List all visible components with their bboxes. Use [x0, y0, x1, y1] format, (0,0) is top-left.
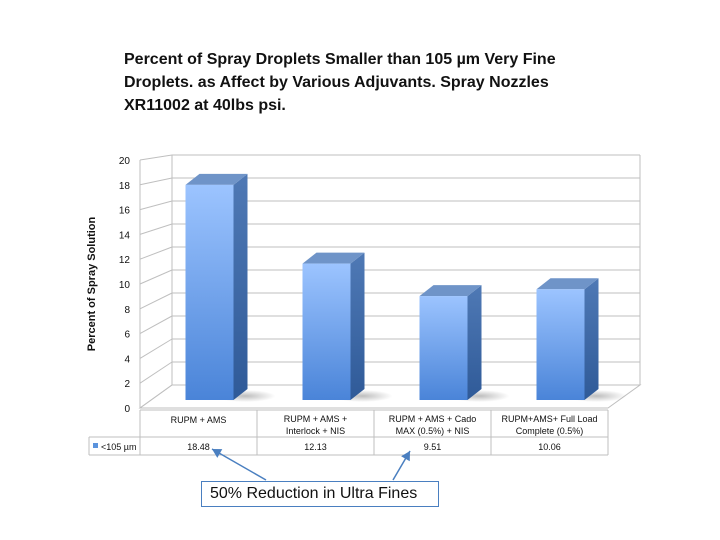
- gridline-side: [139, 269, 173, 285]
- y-tick-label: 0: [124, 404, 130, 415]
- bar: [536, 289, 585, 400]
- callout-box: 50% Reduction in Ultra Fines: [201, 481, 439, 507]
- bar-top: [419, 285, 482, 297]
- gridline-side: [139, 292, 173, 310]
- bar-top: [302, 252, 365, 264]
- bar: [185, 184, 234, 400]
- x-category-label: Complete (0.5%): [516, 426, 584, 436]
- bar-top: [185, 173, 248, 185]
- bar: [419, 296, 468, 400]
- data-table-value: 12.13: [304, 442, 327, 452]
- gridline-side: [139, 246, 173, 260]
- gridline-side: [139, 154, 173, 161]
- bar-side: [350, 252, 365, 400]
- x-category-label: RUPM+AMS+ Full Load: [501, 414, 597, 424]
- legend-label: <105 µm: [101, 442, 136, 452]
- data-table-value: 9.51: [424, 442, 442, 452]
- floor: [138, 384, 642, 409]
- x-category-label: MAX (0.5%) + NIS: [396, 426, 470, 436]
- gridline-side: [139, 315, 173, 335]
- data-table-value: 18.48: [187, 442, 210, 452]
- data-table: RUPM + AMS 18.48 RUPM + AMS + Interlock + N…: [88, 409, 609, 456]
- gridline-side: [139, 177, 173, 186]
- legend-swatch: [93, 443, 98, 448]
- y-tick-label: 8: [124, 305, 130, 316]
- gridline-side: [139, 361, 173, 384]
- y-tick-label: 10: [119, 280, 131, 291]
- y-tick-label: 6: [124, 330, 130, 341]
- x-category-label: RUPM + AMS + Cado: [389, 414, 477, 424]
- y-tick-label: 2: [124, 379, 130, 390]
- bar-side: [584, 278, 599, 400]
- chart-title: Percent of Spray Droplets Smaller than 1…: [124, 51, 556, 114]
- y-tick-label: 18: [119, 181, 131, 192]
- y-axis-label: Percent of Spray Solution: [86, 216, 98, 351]
- y-tick-label: 16: [119, 206, 131, 217]
- y-tick-label: 20: [119, 156, 131, 167]
- bar-side: [467, 285, 482, 400]
- arrow-head: [401, 451, 410, 462]
- bar: [302, 263, 351, 400]
- y-axis: 0 2 4 6 8 10 12 14 16 18 20: [119, 156, 131, 415]
- y-tick-label: 12: [119, 255, 131, 266]
- x-category-label: RUPM + AMS: [171, 415, 227, 425]
- gridline-side: [139, 223, 173, 235]
- gridline-side: [139, 338, 173, 359]
- y-tick-label: 4: [124, 354, 130, 365]
- bars: [185, 173, 627, 402]
- arrow-shaft: [211, 448, 267, 481]
- y-tick-label: 14: [119, 230, 131, 241]
- gridline-side: [139, 200, 173, 211]
- x-category-label: RUPM + AMS +: [284, 414, 348, 424]
- arrow-head: [212, 449, 223, 458]
- callout-arrows: [211, 448, 411, 481]
- bar-top: [536, 278, 599, 290]
- data-table-value: 10.06: [538, 442, 561, 452]
- bar-side: [233, 173, 248, 400]
- x-category-label: Interlock + NIS: [286, 426, 345, 436]
